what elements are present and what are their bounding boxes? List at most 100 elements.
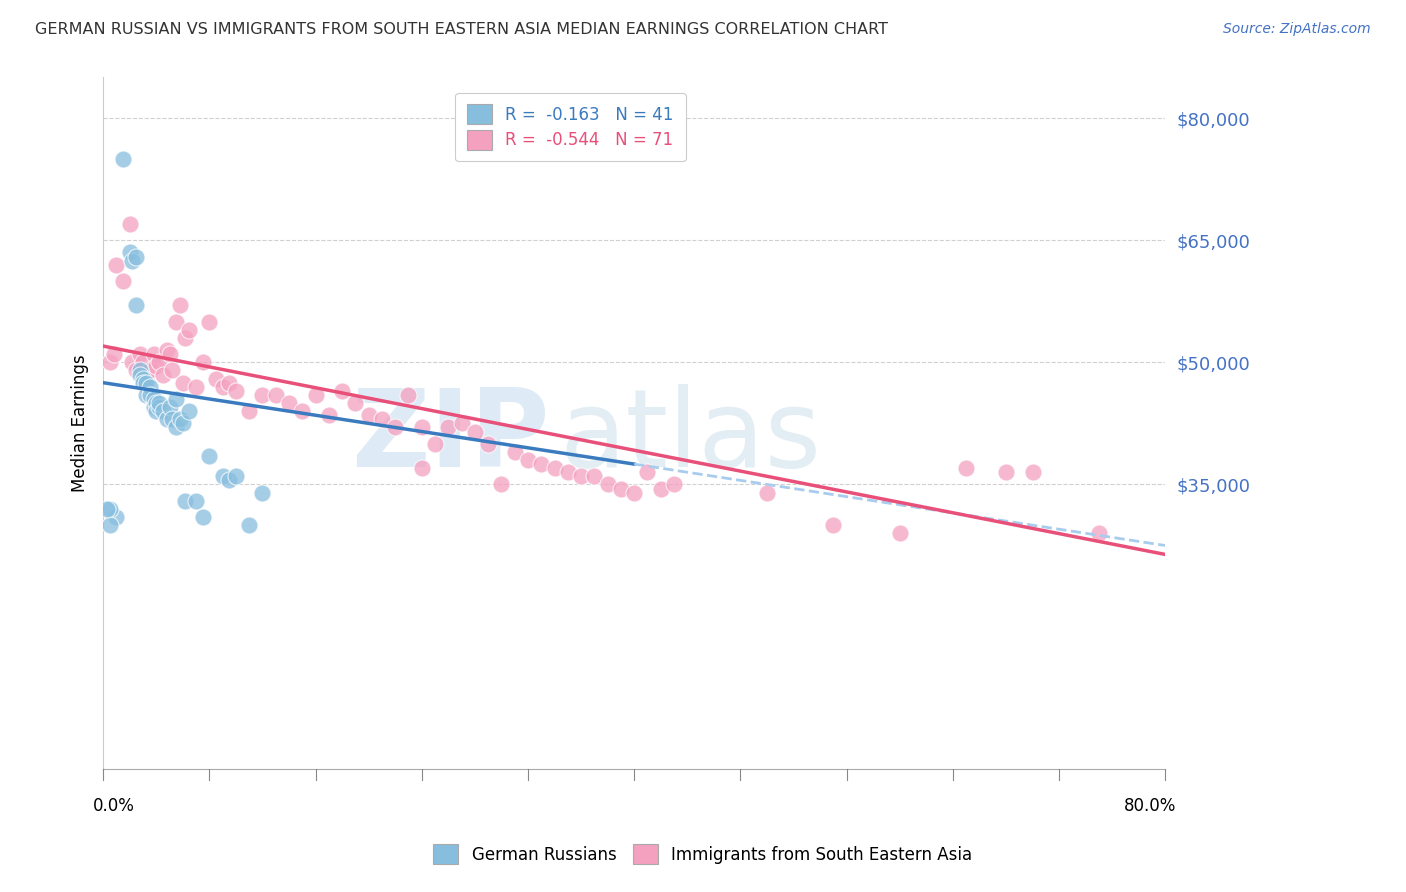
Point xyxy=(464,425,486,439)
Point xyxy=(1088,526,1111,541)
Y-axis label: Median Earnings: Median Earnings xyxy=(72,355,89,492)
Point xyxy=(517,453,540,467)
Point xyxy=(1021,465,1043,479)
Point xyxy=(174,493,197,508)
Point xyxy=(211,469,233,483)
Point xyxy=(156,343,179,358)
Point xyxy=(477,436,499,450)
Point xyxy=(179,323,201,337)
Point xyxy=(159,400,181,414)
Point xyxy=(121,355,143,369)
Point xyxy=(125,298,148,312)
Point xyxy=(252,485,274,500)
Point xyxy=(138,380,160,394)
Point xyxy=(330,384,353,398)
Point xyxy=(184,493,207,508)
Text: atlas: atlas xyxy=(560,384,823,491)
Point xyxy=(145,359,167,374)
Point xyxy=(184,380,207,394)
Point xyxy=(211,380,233,394)
Point xyxy=(357,409,380,423)
Point xyxy=(160,363,183,377)
Point xyxy=(304,388,326,402)
Point xyxy=(278,396,301,410)
Point xyxy=(503,445,526,459)
Point xyxy=(118,217,141,231)
Point xyxy=(165,420,187,434)
Point xyxy=(172,417,194,431)
Point xyxy=(650,482,672,496)
Point xyxy=(450,417,472,431)
Point xyxy=(218,474,240,488)
Point xyxy=(218,376,240,390)
Point xyxy=(557,465,579,479)
Point xyxy=(252,388,274,402)
Point xyxy=(105,258,128,272)
Text: Source: ZipAtlas.com: Source: ZipAtlas.com xyxy=(1223,22,1371,37)
Point xyxy=(823,518,845,533)
Point xyxy=(96,501,118,516)
Point xyxy=(371,412,394,426)
Point xyxy=(145,396,167,410)
Text: 0.0%: 0.0% xyxy=(93,797,135,815)
Point xyxy=(344,396,367,410)
Point xyxy=(398,388,420,402)
Text: GERMAN RUSSIAN VS IMMIGRANTS FROM SOUTH EASTERN ASIA MEDIAN EARNINGS CORRELATION: GERMAN RUSSIAN VS IMMIGRANTS FROM SOUTH … xyxy=(35,22,889,37)
Point xyxy=(159,347,181,361)
Point xyxy=(112,152,135,166)
Point xyxy=(98,501,121,516)
Point xyxy=(198,315,221,329)
Point xyxy=(583,469,606,483)
Point xyxy=(291,404,314,418)
Point xyxy=(98,355,121,369)
Point xyxy=(225,469,247,483)
Point xyxy=(662,477,685,491)
Point xyxy=(135,376,157,390)
Point xyxy=(156,412,179,426)
Point xyxy=(318,409,340,423)
Point xyxy=(132,371,155,385)
Legend: R =  -0.163   N = 41, R =  -0.544   N = 71: R = -0.163 N = 41, R = -0.544 N = 71 xyxy=(456,93,686,161)
Point xyxy=(148,396,170,410)
Point xyxy=(179,404,201,418)
Point xyxy=(118,245,141,260)
Point xyxy=(132,355,155,369)
Point xyxy=(138,363,160,377)
Point xyxy=(135,388,157,402)
Point xyxy=(205,371,228,385)
Point xyxy=(530,457,553,471)
Point xyxy=(169,412,191,426)
Point xyxy=(411,420,433,434)
Point xyxy=(138,388,160,402)
Point xyxy=(129,368,152,382)
Point xyxy=(238,518,260,533)
Point xyxy=(148,355,170,369)
Point xyxy=(125,363,148,377)
Point xyxy=(112,274,135,288)
Point xyxy=(103,347,125,361)
Point xyxy=(437,420,460,434)
Point xyxy=(125,250,148,264)
Text: 80.0%: 80.0% xyxy=(1123,797,1175,815)
Point xyxy=(142,347,165,361)
Point xyxy=(129,347,152,361)
Point xyxy=(98,518,121,533)
Point xyxy=(191,355,214,369)
Point xyxy=(610,482,633,496)
Point xyxy=(225,384,247,398)
Point xyxy=(160,412,183,426)
Point xyxy=(148,400,170,414)
Legend: German Russians, Immigrants from South Eastern Asia: German Russians, Immigrants from South E… xyxy=(427,838,979,871)
Point xyxy=(384,420,406,434)
Point xyxy=(264,388,287,402)
Point xyxy=(955,461,977,475)
Point xyxy=(105,510,128,524)
Text: ZIP: ZIP xyxy=(350,384,550,491)
Point xyxy=(238,404,260,418)
Point xyxy=(543,461,565,475)
Point xyxy=(152,404,174,418)
Point xyxy=(132,376,155,390)
Point xyxy=(169,298,191,312)
Point xyxy=(623,485,645,500)
Point xyxy=(174,331,197,345)
